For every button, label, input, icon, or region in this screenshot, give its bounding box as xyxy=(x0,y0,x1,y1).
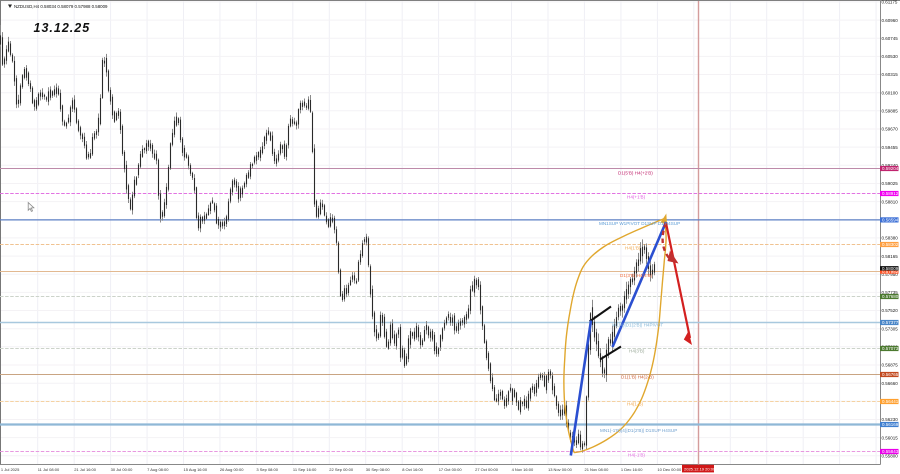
svg-text:4 Nov 16:00: 4 Nov 16:00 xyxy=(512,467,534,472)
svg-text:0.56015: 0.56015 xyxy=(882,435,899,440)
svg-text:0.58380: 0.58380 xyxy=(882,236,899,241)
svg-text:D1(5′B) H4(+2′B): D1(5′B) H4(+2′B) xyxy=(618,171,653,176)
svg-text:27 Oct 00:00: 27 Oct 00:00 xyxy=(475,467,499,472)
svg-text:0.57735: 0.57735 xyxy=(882,290,899,295)
svg-text:0.57680: 0.57680 xyxy=(882,294,899,299)
svg-text:21 Jul 16:00: 21 Jul 16:00 xyxy=(74,467,97,472)
svg-text:13 Nov 00:00: 13 Nov 00:00 xyxy=(548,467,573,472)
svg-text:D1(1′B) H4(2-B): D1(1′B) H4(2-B) xyxy=(621,375,654,380)
svg-text:0.55800: 0.55800 xyxy=(882,454,899,459)
svg-text:0.59204: 0.59204 xyxy=(882,166,899,171)
svg-text:H4(-1′B): H4(-1′B) xyxy=(628,453,645,458)
svg-text:1 Dec 16:00: 1 Dec 16:00 xyxy=(621,467,643,472)
svg-text:MN1SUP W1PIVOT D1SUP D1 H4SUP: MN1SUP W1PIVOT D1SUP D1 H4SUP xyxy=(599,221,680,226)
svg-text:0.60100: 0.60100 xyxy=(882,90,899,95)
svg-text:21 Nov 08:00: 21 Nov 08:00 xyxy=(585,467,610,472)
svg-text:0.57305: 0.57305 xyxy=(882,326,899,331)
svg-text:2025.12.19 20:00: 2025.12.19 20:00 xyxy=(684,466,716,471)
svg-text:1 Jul 2025: 1 Jul 2025 xyxy=(1,467,20,472)
svg-text:H4(+1′B): H4(+1′B) xyxy=(627,195,646,200)
svg-text:0.60530: 0.60530 xyxy=(882,54,899,59)
svg-text:0.60745: 0.60745 xyxy=(882,36,899,41)
svg-text:7 Aug 08:00: 7 Aug 08:00 xyxy=(147,467,169,472)
svg-text:W1(4)|D1(2′B)| H4PIVOT: W1(4)|D1(2′B)| H4PIVOT xyxy=(612,323,663,328)
svg-text:26 Aug 00:00: 26 Aug 00:00 xyxy=(220,467,244,472)
svg-text:30 Sep 08:00: 30 Sep 08:00 xyxy=(366,467,391,472)
svg-text:MN1(-1′B)(4)|D1(2′B)| D1SUP H4: MN1(-1′B)(4)|D1(2′B)| D1SUP H4SUP xyxy=(600,428,677,433)
svg-text:0.59670: 0.59670 xyxy=(882,127,899,132)
svg-text:0.58810: 0.58810 xyxy=(882,199,899,204)
svg-text:0.57377: 0.57377 xyxy=(882,320,899,325)
svg-text:0.58165: 0.58165 xyxy=(882,254,899,259)
svg-text:13.12.25: 13.12.25 xyxy=(34,21,91,35)
svg-text:0.58009: 0.58009 xyxy=(882,266,899,271)
svg-text:0.58302: 0.58302 xyxy=(882,242,899,247)
svg-text:0.58594: 0.58594 xyxy=(882,218,899,223)
svg-text:11 Sep 16:00: 11 Sep 16:00 xyxy=(293,467,317,472)
svg-text:0.56660: 0.56660 xyxy=(882,381,899,386)
svg-text:0.60315: 0.60315 xyxy=(882,72,899,77)
svg-text:0.59240: 0.59240 xyxy=(882,163,899,168)
svg-text:D1(3′B) H4(4′B): D1(3′B) H4(4′B) xyxy=(620,273,653,278)
svg-text:H4(1′B): H4(1′B) xyxy=(625,246,641,251)
svg-text:22 Sep 00:00: 22 Sep 00:00 xyxy=(329,467,354,472)
svg-text:0.59885: 0.59885 xyxy=(882,109,899,114)
svg-text:17 Oct 00:00: 17 Oct 00:00 xyxy=(439,467,463,472)
svg-text:H4(3′B): H4(3′B) xyxy=(629,349,645,354)
svg-text:0.56441: 0.56441 xyxy=(882,399,899,404)
svg-text:0.55843: 0.55843 xyxy=(882,449,899,454)
svg-text:30 Jul 00:00: 30 Jul 00:00 xyxy=(111,467,134,472)
svg-text:0.58912: 0.58912 xyxy=(882,191,899,196)
svg-text:0.57950: 0.57950 xyxy=(882,272,899,277)
svg-text:0.57520: 0.57520 xyxy=(882,308,899,313)
svg-text:0.56169: 0.56169 xyxy=(882,422,899,427)
svg-text:0.56875: 0.56875 xyxy=(882,363,899,368)
svg-text:3 Sep 08:00: 3 Sep 08:00 xyxy=(256,467,278,472)
svg-text:0.60960: 0.60960 xyxy=(882,18,899,23)
svg-text:0.61175: 0.61175 xyxy=(882,0,898,5)
svg-text:0.59455: 0.59455 xyxy=(882,145,899,150)
svg-text:11 Jul 08:00: 11 Jul 08:00 xyxy=(38,467,60,472)
svg-text:H4(1-B): H4(1-B) xyxy=(627,402,644,407)
svg-text:0.56230: 0.56230 xyxy=(882,417,899,422)
svg-text:10 Dec 00:00: 10 Dec 00:00 xyxy=(657,467,682,472)
svg-text:NZDUSD,H4 0.58034 0.58079 0.5: NZDUSD,H4 0.58034 0.58079 0.57988 0.5800… xyxy=(14,4,108,9)
svg-text:0.59025: 0.59025 xyxy=(882,181,899,186)
svg-text:0.56765: 0.56765 xyxy=(882,372,899,377)
svg-text:15 Aug 16:00: 15 Aug 16:00 xyxy=(184,467,208,472)
svg-text:0.57073: 0.57073 xyxy=(882,346,899,351)
svg-text:0.57982: 0.57982 xyxy=(882,269,899,274)
svg-text:8 Oct 16:00: 8 Oct 16:00 xyxy=(402,467,423,472)
